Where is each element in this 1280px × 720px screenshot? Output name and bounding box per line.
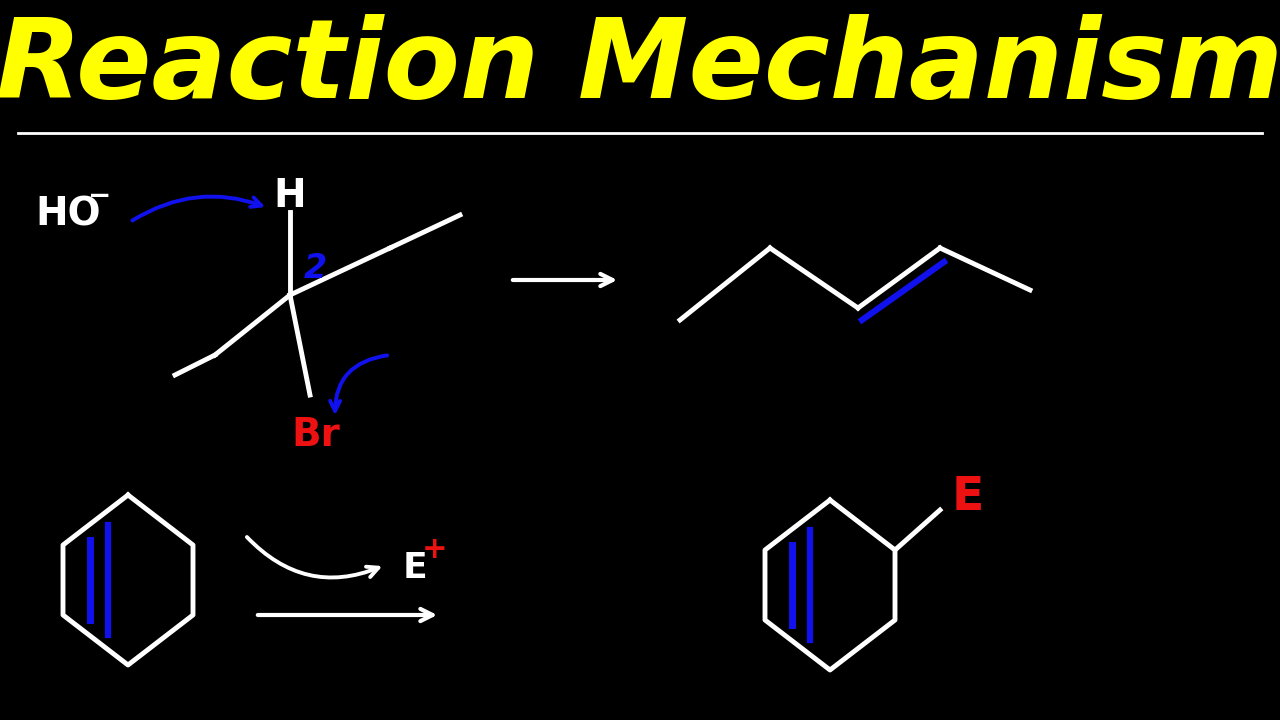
Text: −: − [88,182,111,210]
Text: E: E [403,551,428,585]
Text: Br: Br [292,416,340,454]
Text: Reaction Mechanism: Reaction Mechanism [0,14,1280,122]
Text: +: + [422,536,448,564]
Text: H: H [274,177,306,215]
Text: E: E [952,474,984,520]
Text: 2: 2 [303,251,326,284]
Text: HO: HO [35,196,101,234]
